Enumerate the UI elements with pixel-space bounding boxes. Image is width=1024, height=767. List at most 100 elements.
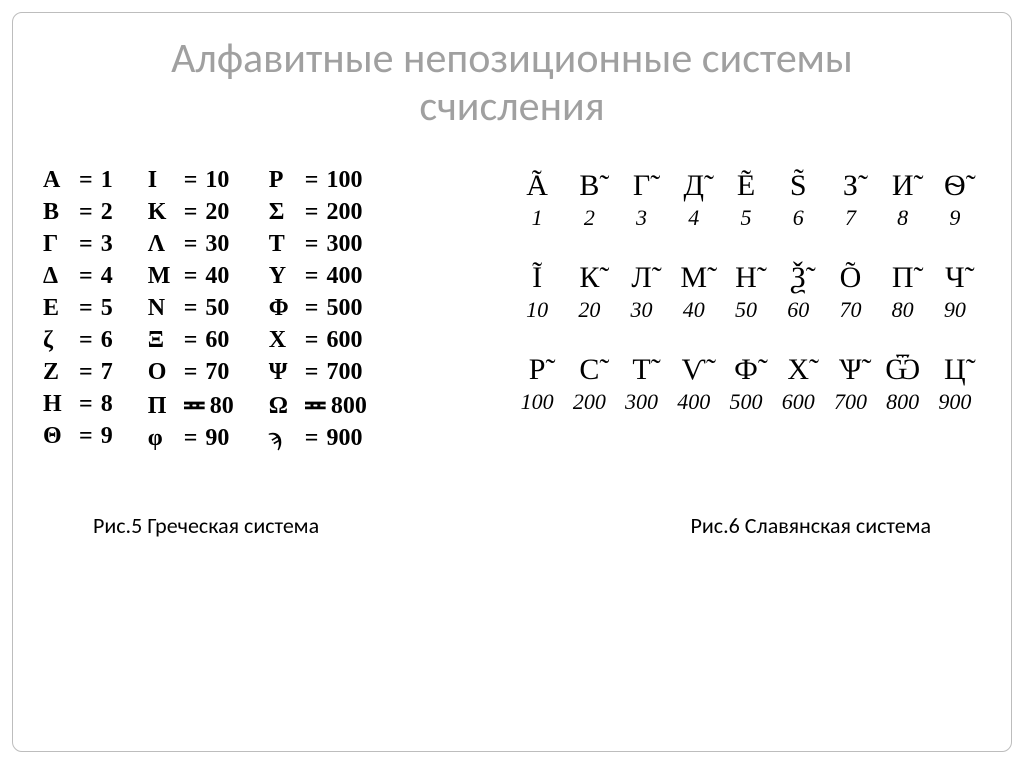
equals-sign: = xyxy=(184,167,198,194)
slavic-value: 7 xyxy=(824,205,876,231)
slavic-value: 100 xyxy=(511,389,563,415)
greek-row: Z=7 xyxy=(43,359,113,386)
slavic-letter: Ẽ xyxy=(720,167,772,205)
equals-sign: = xyxy=(184,199,198,226)
greek-letter: Ψ xyxy=(269,359,297,386)
slavic-letter: Ѿ xyxy=(877,351,929,389)
greek-column: P=100Σ=200T=300Υ=400Φ=500X=600Ψ=700Ω≖800… xyxy=(269,167,367,452)
greek-row: Λ=30 xyxy=(148,231,234,258)
equals-sign: = xyxy=(184,327,198,354)
greek-letter: H xyxy=(43,391,71,418)
greek-row: Π≖80 xyxy=(148,391,234,420)
greek-value: 4 xyxy=(101,263,113,290)
slavic-table: ÃВ̃Г̃Д̃ẼS̃З̃И̃Ѳ̃123456789ĨК̃Л̃М̃Н̃Ѯ̃ÕП̃Ч… xyxy=(511,167,981,452)
greek-value: 700 xyxy=(326,359,362,386)
greek-value: 8 xyxy=(101,391,113,418)
greek-letter: N xyxy=(148,295,176,322)
slavic-letter: Д̃ xyxy=(668,167,720,205)
greek-row: H = 8 xyxy=(43,391,113,418)
equals-sign: = xyxy=(79,359,93,386)
greek-letter: T xyxy=(269,231,297,258)
slavic-letter: К̃ xyxy=(563,259,615,297)
greek-row: A=1 xyxy=(43,167,113,194)
equals-sign: = xyxy=(79,231,93,258)
equals-sign: = xyxy=(184,231,198,258)
equals-sign: ≖ xyxy=(302,391,326,420)
greek-letter: Γ xyxy=(43,231,71,258)
equals-sign: = xyxy=(184,295,198,322)
slavic-letter: Ã xyxy=(511,167,563,205)
slavic-letter: Ц̃ xyxy=(929,351,981,389)
greek-letter: I xyxy=(148,167,176,194)
slavic-value: 90 xyxy=(929,297,981,323)
equals-sign: = xyxy=(79,327,93,354)
greek-row: Ψ = 700 xyxy=(269,359,367,386)
title-line-1: Алфавитные непозиционные системы xyxy=(171,33,853,84)
greek-letter: Λ xyxy=(148,231,176,258)
equals-sign: = xyxy=(79,391,93,418)
equals-sign: = xyxy=(79,199,93,226)
equals-sign: = xyxy=(305,327,319,354)
greek-row: Γ=3 xyxy=(43,231,113,258)
equals-sign: = xyxy=(305,295,319,322)
caption-slavic: Рис.6 Славянская система xyxy=(691,512,931,539)
slavic-value: 2 xyxy=(563,205,615,231)
slide-frame: Алфавитные непозиционные системы счислен… xyxy=(12,12,1012,752)
slavic-letter: Ѯ̃ xyxy=(772,259,824,297)
greek-value: 50 xyxy=(205,295,229,322)
captions-row: Рис.5 Греческая система Рис.6 Славянская… xyxy=(13,512,1011,539)
greek-table: A=1B=2Γ=3Δ=4E=5ζ=6Z=7H=8Θ=9I=10K=20Λ=30M… xyxy=(43,167,367,452)
greek-letter: X xyxy=(269,327,297,354)
equals-sign: = xyxy=(184,263,198,290)
greek-letter: Δ xyxy=(43,263,71,290)
slavic-block: Р̃С̃Т̃Ѵ̃Ф̃Х̃Ѱ̃ѾЦ̃10020030040050060070080… xyxy=(511,351,981,415)
greek-letter: ζ xyxy=(43,327,71,354)
slavic-letter: Ф̃ xyxy=(720,351,772,389)
greek-letter: Θ xyxy=(43,423,71,450)
slavic-letter: Ѱ̃ xyxy=(824,351,876,389)
slavic-block: ÃВ̃Г̃Д̃ẼS̃З̃И̃Ѳ̃123456789 xyxy=(511,167,981,231)
slavic-value: 70 xyxy=(824,297,876,323)
greek-value: 2 xyxy=(101,199,113,226)
greek-value: 200 xyxy=(326,199,362,226)
greek-value: 1 xyxy=(101,167,113,194)
greek-letter: E xyxy=(43,295,71,322)
equals-sign: = xyxy=(184,359,198,386)
equals-sign: = xyxy=(305,199,319,226)
greek-letter: K xyxy=(148,199,176,226)
greek-value: 7 xyxy=(101,359,113,386)
greek-row: Ω≖800 xyxy=(269,391,367,420)
slavic-letter: П̃ xyxy=(877,259,929,297)
slavic-letter: S̃ xyxy=(772,167,824,205)
slavic-value: 3 xyxy=(615,205,667,231)
greek-value: 800 xyxy=(331,393,367,420)
greek-value: 5 xyxy=(101,295,113,322)
greek-value: 10 xyxy=(205,167,229,194)
greek-letter: φ xyxy=(148,425,176,452)
equals-sign: = xyxy=(79,167,93,194)
slavic-letter: З̃ xyxy=(824,167,876,205)
content-row: A=1B=2Γ=3Δ=4E=5ζ=6Z=7H=8Θ=9I=10K=20Λ=30M… xyxy=(13,167,1011,452)
greek-value: 20 xyxy=(205,199,229,226)
slavic-letter: Н̃ xyxy=(720,259,772,297)
greek-row: K = 20 xyxy=(148,199,234,226)
greek-letter: Ξ xyxy=(148,327,176,354)
slavic-value: 20 xyxy=(563,297,615,323)
greek-row: I = 10 xyxy=(148,167,234,194)
slavic-letter: Ѵ̃ xyxy=(668,351,720,389)
greek-column: A=1B=2Γ=3Δ=4E=5ζ=6Z=7H=8Θ=9 xyxy=(43,167,113,452)
equals-sign: = xyxy=(79,423,93,450)
slavic-letter: В̃ xyxy=(563,167,615,205)
equals-sign: = xyxy=(305,359,319,386)
greek-row: O=70 xyxy=(148,359,234,386)
greek-value: 60 xyxy=(205,327,229,354)
equals-sign: = xyxy=(305,263,319,290)
greek-row: Θ = 9 xyxy=(43,423,113,450)
greek-row: Ξ = 60 xyxy=(148,327,234,354)
greek-letter: Σ xyxy=(269,199,297,226)
equals-sign: = xyxy=(79,295,93,322)
greek-row: Δ=4 xyxy=(43,263,113,290)
greek-value: 9 xyxy=(101,423,113,450)
greek-letter: Π xyxy=(148,393,176,420)
slavic-value: 200 xyxy=(563,389,615,415)
